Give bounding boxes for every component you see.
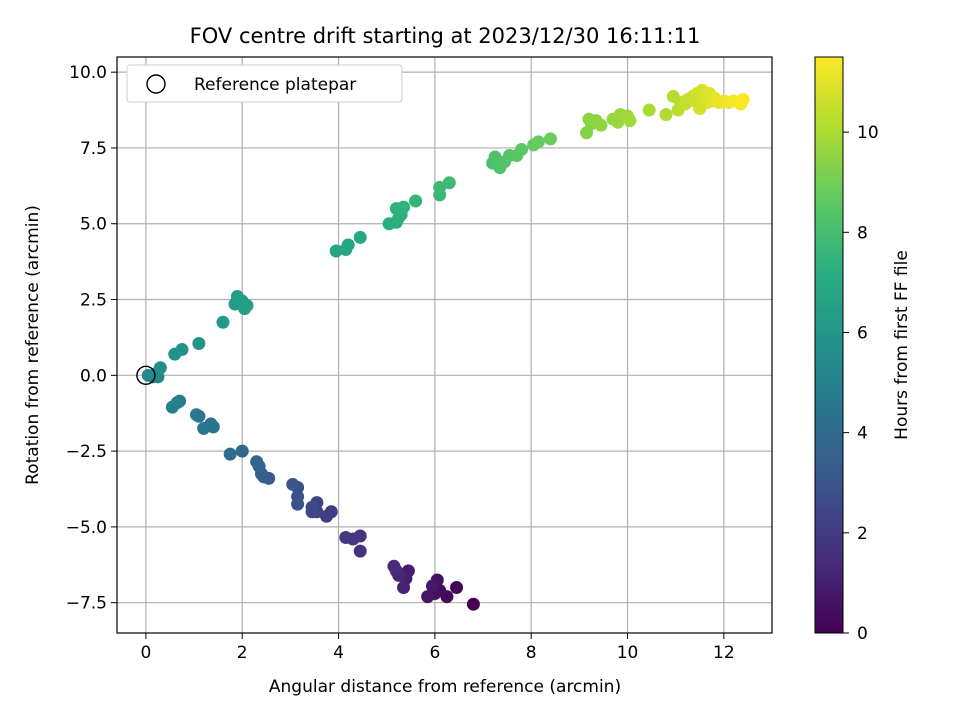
- x-tick-label: 6: [429, 643, 440, 663]
- x-tick-label: 10: [617, 643, 639, 663]
- x-axis: 0 2 4 6 8 10 12: [140, 633, 735, 663]
- colorbar-ticks: 0 2 4 6 8 10: [843, 123, 879, 644]
- x-tick-label: 8: [526, 643, 537, 663]
- data-point: [192, 336, 206, 350]
- reference-marker: [136, 365, 156, 386]
- colorbar-tick-label: 0: [857, 624, 868, 644]
- data-point: [223, 447, 237, 461]
- colorbar-tick-label: 2: [857, 524, 868, 544]
- legend-box: [126, 64, 403, 103]
- data-point: [238, 302, 252, 316]
- data-point: [197, 421, 211, 435]
- data-point: [353, 544, 367, 558]
- data-point: [397, 200, 411, 214]
- y-tick-label: 10.0: [69, 63, 107, 83]
- data-point: [250, 455, 264, 469]
- y-tick-label: 5.0: [80, 215, 107, 235]
- x-tick-label: 0: [140, 643, 151, 663]
- x-tick-label: 4: [333, 643, 344, 663]
- y-tick-label: −5.0: [66, 518, 107, 538]
- y-tick-label: −7.5: [66, 594, 107, 614]
- colorbar-tick-label: 6: [857, 323, 868, 343]
- data-point: [320, 509, 334, 523]
- data-point: [642, 103, 656, 117]
- y-tick-label: 2.5: [80, 291, 107, 311]
- reference-point: [136, 365, 156, 386]
- data-point: [353, 230, 367, 244]
- data-point: [659, 108, 673, 122]
- colorbar-tick-label: 10: [857, 123, 879, 143]
- data-point: [515, 142, 529, 156]
- data-point: [339, 531, 353, 545]
- data-point: [409, 194, 423, 208]
- y-tick-label: 0.0: [80, 366, 107, 386]
- y-axis: −7.5 −5.0 −2.5 0.0 2.5 5.0 7.5 10.0: [66, 63, 117, 614]
- data-point: [153, 361, 167, 375]
- data-point: [387, 559, 401, 573]
- data-point: [216, 315, 230, 329]
- data-point: [189, 408, 203, 422]
- data-point: [291, 497, 305, 511]
- x-tick-label: 12: [713, 643, 735, 663]
- data-point: [341, 238, 355, 252]
- x-tick-label: 2: [237, 643, 248, 663]
- legend: Reference platepar: [126, 64, 403, 103]
- data-point: [531, 135, 545, 149]
- y-axis-label: Rotation from reference (arcmin): [23, 205, 43, 485]
- data-point: [433, 180, 447, 194]
- data-point: [623, 114, 637, 128]
- legend-marker-icon: [146, 74, 166, 94]
- data-point: [442, 176, 456, 190]
- data-point: [543, 132, 557, 146]
- data-point: [397, 581, 411, 595]
- colorbar-label: Hours from first FF file: [892, 250, 912, 440]
- scatter-points: [141, 83, 750, 611]
- grid: [117, 57, 772, 633]
- y-tick-label: −2.5: [66, 442, 107, 462]
- data-point: [466, 597, 480, 611]
- data-point: [305, 500, 319, 514]
- data-point: [175, 343, 189, 357]
- data-point: [425, 579, 439, 593]
- colorbar-tick-label: 4: [857, 424, 868, 444]
- data-point: [736, 92, 750, 106]
- y-tick-label: 7.5: [80, 139, 107, 159]
- data-point: [165, 400, 179, 414]
- colorbar-tick-label: 8: [857, 223, 868, 243]
- data-point: [594, 118, 608, 132]
- colorbar: [814, 56, 844, 634]
- data-point: [235, 444, 249, 458]
- data-point: [421, 590, 435, 604]
- plot-frame: [116, 56, 773, 634]
- data-point: [329, 244, 343, 258]
- data-point: [450, 581, 464, 595]
- legend-entry-reference-platepar: Reference platepar: [194, 75, 356, 95]
- data-point: [286, 477, 300, 491]
- chart-title: FOV centre drift starting at 2023/12/30 …: [190, 24, 701, 48]
- x-axis-label: Angular distance from reference (arcmin): [269, 677, 621, 697]
